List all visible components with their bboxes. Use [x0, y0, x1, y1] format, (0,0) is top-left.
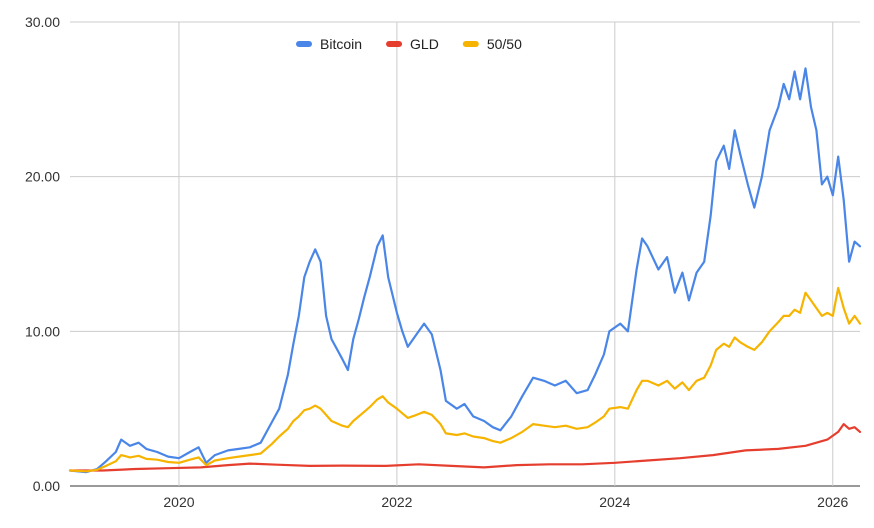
x-tick-label: 2024: [599, 494, 630, 510]
series-line-50-50: [68, 286, 862, 473]
grid-lines: [70, 21, 860, 487]
legend-swatch: [386, 41, 403, 47]
legend: Bitcoin GLD 50/50: [296, 36, 522, 52]
series-line-bitcoin: [68, 67, 862, 474]
series-lines: [68, 67, 862, 474]
y-tick-label: 0.00: [33, 478, 60, 494]
x-axis-tick-labels: 2020 2022 2024 2026: [163, 494, 848, 510]
y-tick-label: 10.00: [25, 323, 60, 339]
legend-swatch: [296, 41, 312, 47]
x-tick-label: 2020: [163, 494, 194, 510]
legend-label: GLD: [410, 36, 439, 52]
x-tick-label: 2022: [381, 494, 412, 510]
y-tick-label: 30.00: [25, 14, 60, 30]
series-line-gld: [68, 423, 862, 472]
legend-swatch: [462, 41, 479, 47]
legend-label: Bitcoin: [320, 36, 362, 52]
y-axis-tick-labels: 0.00 10.00 20.00 30.00: [25, 14, 60, 494]
x-tick-label: 2026: [817, 494, 848, 510]
legend-label: 50/50: [487, 36, 522, 52]
y-tick-label: 20.00: [25, 169, 60, 185]
